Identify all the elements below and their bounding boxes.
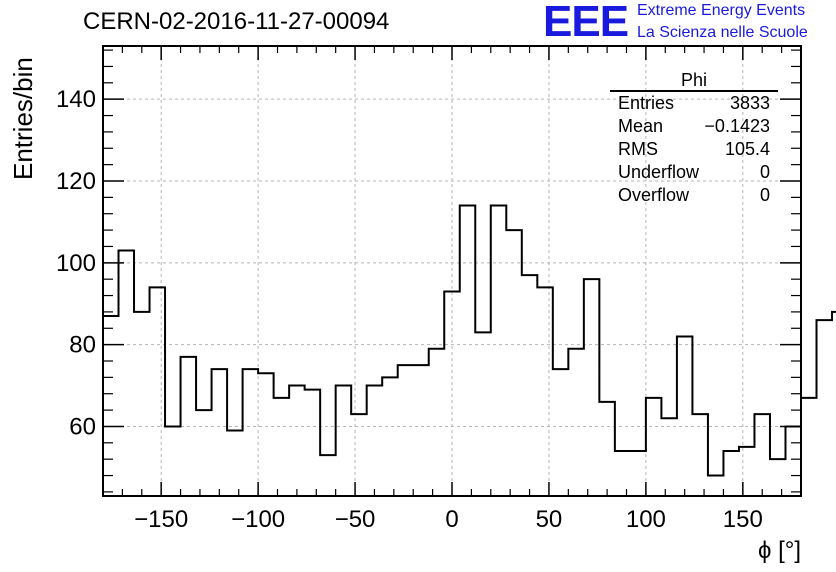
tick-labels: −150 −100 −50 0 50 100 150 60 80 100 120 140: [56, 86, 763, 533]
y-tick-label: 120: [56, 168, 96, 195]
chart-title: CERN-02-2016-11-27-00094: [83, 8, 390, 35]
stats-title: Phi: [610, 70, 778, 92]
stats-row-mean: Mean −0.1423: [610, 115, 778, 138]
stats-label: Underflow: [618, 162, 700, 182]
stats-label: RMS: [618, 139, 658, 159]
stats-row-underflow: Underflow 0: [610, 161, 778, 184]
axis-ticks: [103, 46, 801, 496]
logo-text-line2: La Scienza nelle Scuole: [637, 24, 808, 41]
stats-label: Entries: [618, 93, 675, 113]
x-tick-label: 150: [723, 506, 763, 533]
histogram-series-line: [103, 204, 836, 477]
stats-row-entries: Entries 3833: [610, 92, 778, 115]
y-tick-label: 140: [56, 86, 96, 113]
stats-value: 0: [759, 185, 770, 205]
stats-row-overflow: Overflow 0: [610, 184, 778, 207]
eee-logo: EEE: [543, 0, 629, 46]
x-tick-label: 100: [626, 506, 666, 533]
x-tick-label: −150: [134, 506, 188, 533]
y-axis-label: Entries/bin: [8, 57, 38, 180]
grid-lines: [103, 46, 801, 496]
stats-value: 0: [759, 162, 770, 182]
stats-label: Mean: [618, 116, 664, 136]
plot-frame: [102, 45, 802, 497]
logo-text-line1: Extreme Energy Events: [637, 2, 806, 19]
y-tick-label: 100: [56, 250, 96, 277]
x-tick-label: −100: [231, 506, 285, 533]
stats-value: 3833: [729, 93, 770, 113]
x-tick-label: 50: [536, 506, 563, 533]
x-tick-label: −50: [335, 506, 376, 533]
x-axis-label: ϕ [°]: [758, 537, 801, 564]
stats-value: −0.1423: [704, 116, 770, 136]
stats-box: Phi Entries 3833 Mean −0.1423 RMS 105.4 …: [610, 70, 778, 207]
y-tick-label: 60: [69, 413, 96, 440]
y-tick-label: 80: [69, 332, 96, 359]
stats-row-rms: RMS 105.4: [610, 138, 778, 161]
stats-value: 105.4: [724, 139, 770, 159]
x-tick-label: 0: [445, 506, 458, 533]
stats-label: Overflow: [618, 185, 690, 205]
